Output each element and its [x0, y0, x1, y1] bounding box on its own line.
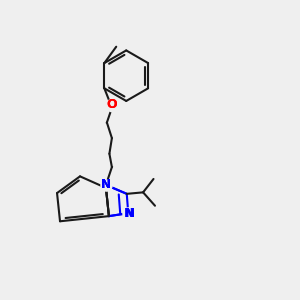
Text: N: N — [101, 178, 111, 191]
Text: N: N — [101, 178, 111, 191]
Text: N: N — [101, 178, 111, 191]
Text: O: O — [106, 98, 117, 111]
Text: O: O — [106, 98, 117, 111]
Text: N: N — [124, 207, 134, 220]
Text: N: N — [125, 207, 135, 220]
Text: N: N — [125, 207, 135, 220]
